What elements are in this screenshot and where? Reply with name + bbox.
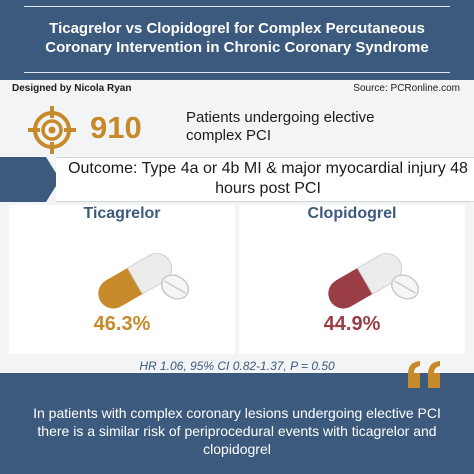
outcome-banner: Outcome: Type 4a or 4b MI & major myocar… [0,157,474,202]
header-top-rule [24,6,450,7]
conclusion-banner [0,373,474,474]
outcome-panel [56,157,474,202]
ticagrelor-percent: 46.3% [93,313,151,335]
quote-icon [408,361,440,388]
hazard-ratio-stats: HR 1.06, 95% CI 0.82-1.37, P = 0.50 [139,359,335,373]
clopidogrel-label: Clopidogrel [307,205,397,222]
capsule-icon [328,253,420,309]
page-title: Ticagrelor vs Clopidogrel for Complex Pe… [45,20,429,56]
patient-count: 910 [90,110,142,145]
ticagrelor-card: Ticagrelor 46.3% [9,205,235,354]
target-icon [28,106,76,154]
header-banner: Ticagrelor vs Clopidogrel for Complex Pe… [0,0,474,80]
outcome-text: Outcome: Type 4a or 4b MI & major myocar… [68,160,468,197]
source-credit: Source: PCRonline.com [353,83,460,94]
population-description: Patients undergoing elective complex PCI [186,109,375,144]
designer-credit: Designed by Nicola Ryan [12,83,132,94]
clopidogrel-card: Clopidogrel 44.9% [239,205,465,354]
outcome-arrow-shape [0,157,60,202]
ticagrelor-label: Ticagrelor [83,205,161,222]
capsule-icon [98,253,190,309]
clopidogrel-percent: 44.9% [323,313,381,335]
conclusion-text: In patients with complex coronary lesion… [33,405,441,457]
header-bottom-rule [24,72,450,73]
